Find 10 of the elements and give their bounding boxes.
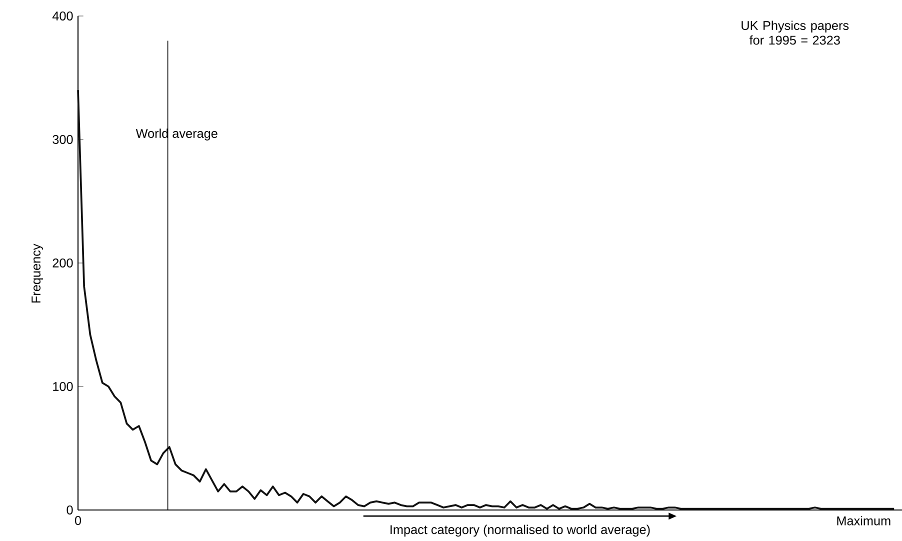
y-tick-label: 0 xyxy=(66,506,73,514)
y-tick-label: 400 xyxy=(52,12,73,20)
x-tick-label: Maximum xyxy=(837,516,890,526)
annotation: UK Physics papers for 1995 = 2323 xyxy=(742,20,849,45)
y-tick-label: 100 xyxy=(53,382,73,391)
annotation: World average xyxy=(136,128,218,140)
y-tick-label: 300 xyxy=(52,135,73,144)
x-axis-title: Impact category (normalised to world average) xyxy=(390,524,650,537)
y-axis-title: Frequency xyxy=(32,244,44,303)
y-tick-label: 200 xyxy=(52,258,73,268)
